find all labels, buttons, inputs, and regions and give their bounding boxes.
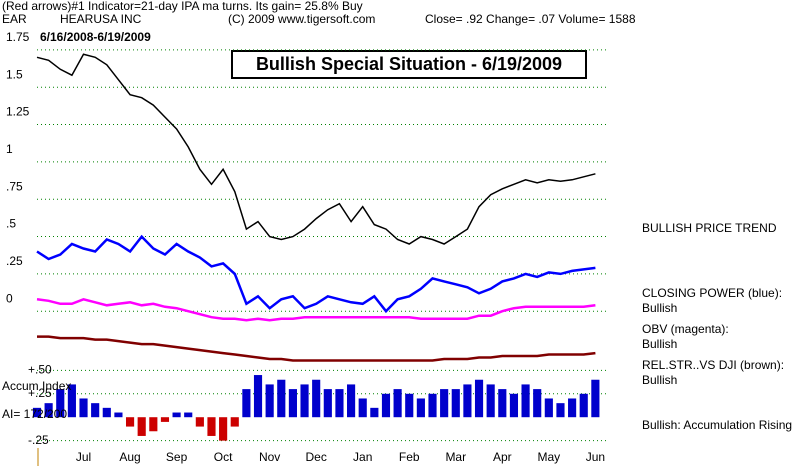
y-tick-label: .5 bbox=[6, 217, 16, 231]
annotation: REL.STR..VS DJI (brown): bbox=[642, 358, 784, 372]
annotation: OBV (magenta): bbox=[642, 322, 729, 336]
y-tick-label: +.25 bbox=[28, 386, 52, 400]
bar bbox=[102, 407, 111, 418]
annotation: CLOSING POWER (blue): bbox=[642, 286, 782, 300]
bar bbox=[56, 389, 65, 418]
bar bbox=[533, 389, 542, 418]
panel-subtitle: AI= 172/200 bbox=[2, 407, 67, 421]
copyright: (C) 2009 www.tigersoft.com bbox=[228, 12, 375, 26]
bar bbox=[521, 384, 530, 418]
y-tick-label: 1 bbox=[6, 142, 13, 156]
date-range: 6/16/2008-6/19/2009 bbox=[40, 30, 151, 44]
x-tick-label: Jun bbox=[586, 450, 605, 464]
x-tick-label: Oct bbox=[214, 450, 233, 464]
bar bbox=[242, 389, 251, 418]
bar bbox=[277, 379, 286, 418]
y-tick-label: 1.75 bbox=[6, 30, 30, 44]
x-tick-label: Sep bbox=[166, 450, 188, 464]
series-line bbox=[36, 297, 596, 322]
bar bbox=[230, 417, 239, 427]
y-tick-label: 1.25 bbox=[6, 105, 30, 119]
bar bbox=[288, 389, 297, 418]
annotation: Bullish bbox=[642, 373, 677, 387]
x-tick-label: Nov bbox=[259, 450, 280, 464]
bar bbox=[579, 393, 588, 418]
bar bbox=[207, 417, 216, 436]
series-line bbox=[36, 53, 596, 245]
x-tick-label: Aug bbox=[119, 450, 140, 464]
company: HEARUSA INC bbox=[60, 12, 142, 26]
bar bbox=[160, 417, 170, 422]
bar bbox=[556, 403, 565, 418]
x-tick-label: Jul bbox=[76, 450, 91, 464]
bar bbox=[486, 384, 495, 418]
bar bbox=[79, 398, 88, 418]
y-tick-label: -.25 bbox=[28, 433, 49, 447]
bar bbox=[474, 379, 484, 418]
bar bbox=[347, 384, 356, 418]
bar bbox=[172, 412, 181, 418]
bar bbox=[568, 398, 577, 418]
bar bbox=[91, 403, 100, 418]
bar bbox=[137, 417, 146, 436]
bar bbox=[219, 417, 228, 441]
series-line bbox=[37, 335, 596, 362]
bar bbox=[265, 384, 274, 418]
x-tick-label: Mar bbox=[445, 450, 466, 464]
x-tick-label: Jan bbox=[353, 450, 372, 464]
bar bbox=[184, 412, 193, 418]
annotation: Bullish bbox=[642, 301, 677, 315]
y-tick-label: +.50 bbox=[28, 363, 52, 377]
annotation: BULLISH PRICE TREND bbox=[642, 221, 777, 235]
bar bbox=[381, 393, 391, 418]
title-box bbox=[231, 50, 587, 79]
bar bbox=[370, 407, 379, 418]
x-tick-label: Feb bbox=[399, 450, 420, 464]
bar bbox=[44, 403, 53, 418]
bar bbox=[591, 379, 600, 418]
box-title: Bullish Special Situation - 6/19/2009 bbox=[256, 54, 562, 74]
x-tick-label: Dec bbox=[306, 450, 327, 464]
bar bbox=[335, 389, 344, 418]
x-tick-label: May bbox=[538, 450, 561, 464]
y-tick-label: .25 bbox=[6, 254, 23, 268]
bar bbox=[300, 384, 309, 418]
x-tick-label: Apr bbox=[493, 450, 512, 464]
bar bbox=[323, 389, 332, 418]
bar bbox=[32, 407, 42, 418]
bar bbox=[509, 393, 519, 418]
indicator-text: (Red arrows)#1 Indicator=21-day IPA ma t… bbox=[2, 0, 363, 13]
bar bbox=[416, 398, 425, 418]
y-tick-label: 1.5 bbox=[6, 67, 23, 81]
bar bbox=[451, 389, 460, 418]
bar bbox=[544, 398, 553, 418]
bar bbox=[498, 389, 507, 418]
bar bbox=[195, 417, 204, 427]
symbol: EAR bbox=[2, 12, 27, 26]
panel-title: Accum Index bbox=[2, 379, 71, 393]
bar bbox=[125, 417, 135, 427]
bar bbox=[428, 393, 437, 418]
bar bbox=[393, 389, 402, 418]
bar bbox=[114, 412, 123, 418]
bar bbox=[312, 379, 321, 418]
bar bbox=[358, 398, 367, 418]
bar bbox=[253, 375, 263, 418]
bar bbox=[405, 393, 414, 418]
quote: Close= .92 Change= .07 Volume= 1588 bbox=[425, 12, 636, 26]
bar bbox=[463, 384, 472, 418]
annotation: Bullish: Accumulation Rising bbox=[642, 418, 792, 432]
annotation: Bullish bbox=[642, 337, 677, 351]
bar bbox=[149, 417, 158, 432]
series-line bbox=[36, 234, 596, 314]
bar bbox=[67, 384, 76, 418]
y-tick-label: 0 bbox=[6, 291, 13, 305]
bar bbox=[440, 389, 449, 418]
y-tick-label: .75 bbox=[6, 179, 23, 193]
